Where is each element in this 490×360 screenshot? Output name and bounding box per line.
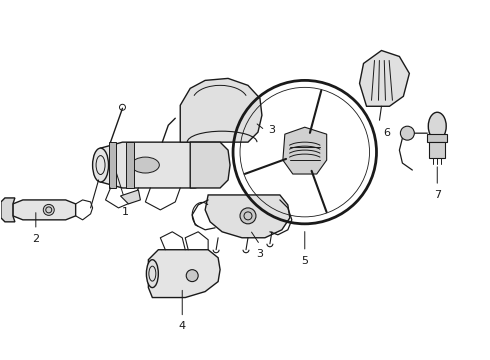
Text: 6: 6 (383, 128, 390, 138)
Circle shape (240, 208, 256, 224)
Text: 2: 2 (32, 234, 39, 244)
Polygon shape (180, 78, 262, 142)
Polygon shape (126, 142, 134, 188)
Polygon shape (190, 142, 230, 188)
Polygon shape (1, 198, 15, 222)
Circle shape (43, 204, 54, 215)
Polygon shape (360, 50, 409, 106)
Polygon shape (148, 250, 220, 298)
Text: 1: 1 (122, 207, 129, 217)
Text: 5: 5 (301, 256, 308, 266)
Text: 4: 4 (179, 321, 186, 332)
Polygon shape (427, 134, 447, 142)
Ellipse shape (131, 157, 159, 173)
Circle shape (186, 270, 198, 282)
Ellipse shape (428, 112, 446, 140)
Polygon shape (283, 127, 327, 174)
Circle shape (400, 126, 415, 140)
Ellipse shape (93, 148, 108, 182)
Polygon shape (108, 142, 117, 188)
Ellipse shape (147, 260, 158, 288)
Polygon shape (429, 142, 445, 158)
Polygon shape (13, 200, 75, 220)
Polygon shape (121, 190, 141, 204)
Polygon shape (100, 142, 220, 188)
Text: 3: 3 (256, 249, 264, 259)
Polygon shape (205, 195, 290, 238)
Text: 3: 3 (269, 125, 275, 135)
Text: 7: 7 (434, 190, 441, 200)
